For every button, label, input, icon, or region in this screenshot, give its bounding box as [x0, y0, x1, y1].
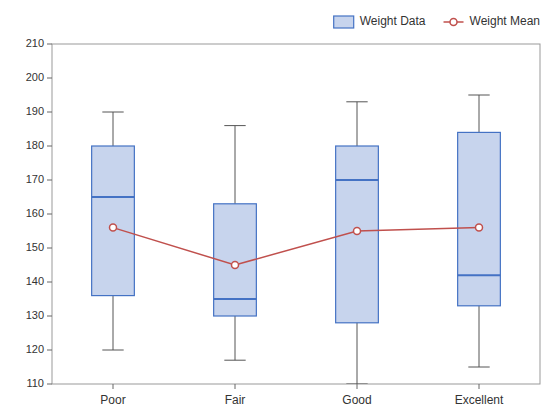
- median: [214, 298, 257, 300]
- legend-swatch: [334, 16, 354, 28]
- mean-line: [113, 228, 479, 265]
- y-tick-label: 180: [26, 139, 44, 151]
- median: [92, 196, 135, 198]
- median: [336, 179, 379, 181]
- y-tick: [47, 282, 52, 283]
- y-tick-label: 130: [26, 309, 44, 321]
- y-tick-label: 160: [26, 207, 44, 219]
- box: [458, 132, 501, 305]
- box: [92, 146, 135, 296]
- whisker-high: [113, 112, 114, 146]
- y-tick: [47, 248, 52, 249]
- mean-marker: [476, 224, 483, 231]
- y-tick: [47, 384, 52, 385]
- y-tick-label: 110: [26, 377, 44, 389]
- y-tick-label: 190: [26, 105, 44, 117]
- chart: 110 120 130 140 150 160 170 180 190 200 210 Poor Fai…: [0, 0, 560, 420]
- cap-low: [224, 360, 245, 361]
- cap-high: [468, 95, 489, 96]
- x-tick: [479, 384, 480, 389]
- median: [458, 274, 501, 276]
- mean-marker: [354, 228, 361, 235]
- x-tick-label: Excellent: [455, 393, 504, 407]
- cap-low: [102, 350, 123, 351]
- cap-high: [224, 125, 245, 126]
- x-tick-label: Fair: [225, 393, 246, 407]
- y-tick: [47, 214, 52, 215]
- x-tick-label: Good: [342, 393, 371, 407]
- x-tick: [357, 384, 358, 389]
- whisker-low: [479, 306, 480, 367]
- y-tick-label: 140: [26, 275, 44, 287]
- legend-label: Weight Mean: [470, 14, 540, 28]
- y-tick-label: 200: [26, 71, 44, 83]
- legend-marker: [450, 19, 457, 26]
- y-tick: [47, 316, 52, 317]
- data: [92, 95, 501, 384]
- y-tick: [47, 44, 52, 45]
- cap-high: [346, 101, 367, 102]
- axes: 110 120 130 140 150 160 170 180 190 200 210 Poor Fai…: [26, 37, 540, 407]
- y-tick: [47, 112, 52, 113]
- whisker-high: [235, 126, 236, 204]
- y-tick-label: 150: [26, 241, 44, 253]
- legend-label: Weight Data: [360, 14, 426, 28]
- whisker-low: [235, 316, 236, 360]
- line-series: [110, 224, 483, 268]
- cap-low: [346, 384, 367, 385]
- mean-marker: [232, 262, 239, 269]
- mean-marker: [110, 224, 117, 231]
- legend: Weight Data Weight Mean: [334, 14, 540, 28]
- cap-low: [468, 367, 489, 368]
- whisker-high: [357, 102, 358, 146]
- y-tick: [47, 146, 52, 147]
- y-tick: [47, 180, 52, 181]
- whisker-low: [113, 296, 114, 350]
- x-tick-label: Poor: [100, 393, 125, 407]
- y-tick: [47, 350, 52, 351]
- y-tick-label: 210: [26, 37, 44, 49]
- x-tick: [235, 384, 236, 389]
- y-tick-label: 170: [26, 173, 44, 185]
- cap-high: [102, 112, 123, 113]
- y-tick: [47, 78, 52, 79]
- whisker-low: [357, 323, 358, 384]
- box-series: [92, 95, 501, 384]
- plot-frame: [52, 44, 540, 384]
- x-tick: [113, 384, 114, 389]
- whisker-high: [479, 95, 480, 132]
- y-tick-label: 120: [26, 343, 44, 355]
